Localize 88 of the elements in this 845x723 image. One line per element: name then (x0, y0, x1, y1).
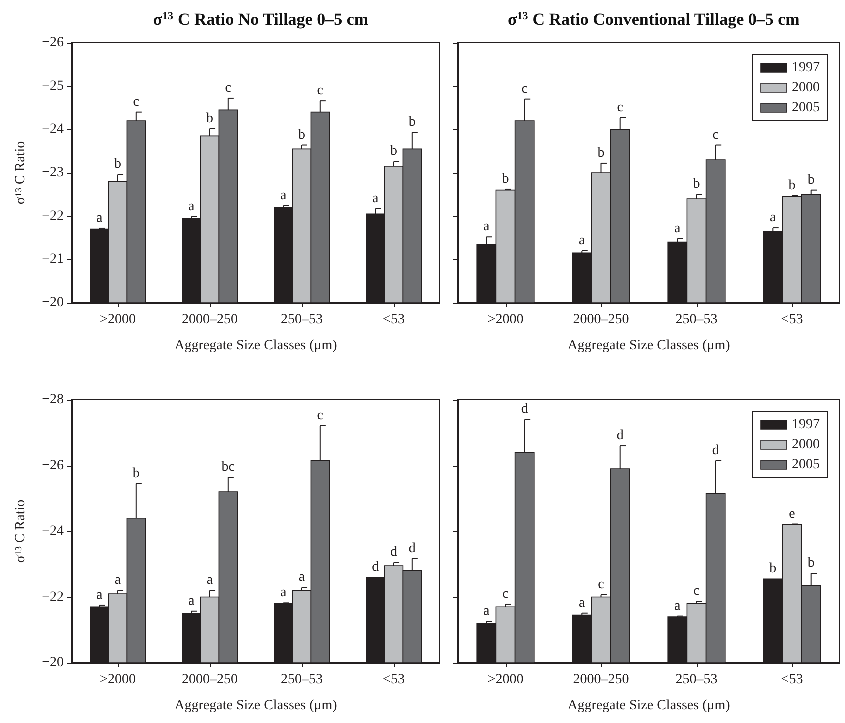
data-label: c (502, 586, 509, 602)
data-label: d (372, 560, 380, 576)
y-tick-label: −20 (42, 656, 64, 670)
x-tick-label: >2000 (488, 312, 524, 328)
data-label: a (579, 234, 586, 248)
data-label: b (808, 556, 815, 572)
y-tick-label: −25 (42, 78, 64, 94)
data-label: b (206, 111, 214, 126)
data-label: a (484, 604, 491, 620)
legend-label: 2005 (792, 458, 820, 472)
x-tick-label: 250–53 (281, 312, 323, 328)
data-label: a (298, 570, 306, 586)
data-label: a (579, 596, 586, 611)
data-label: bc (222, 460, 236, 476)
y-tick-label: −24 (42, 122, 64, 138)
data-label: a (188, 199, 196, 214)
data-label: a (372, 191, 380, 206)
y-tick-label: −20 (42, 296, 64, 310)
data-label: d (616, 428, 624, 444)
data-label: b (132, 466, 140, 482)
y-tick-label: −26 (42, 458, 64, 474)
data-label: c (317, 84, 324, 99)
x-tick-label: 2000–250 (182, 312, 238, 328)
y-tick-label: −23 (42, 166, 64, 180)
data-label: a (96, 210, 104, 226)
x-tick-label: >2000 (100, 312, 136, 328)
legend-label: 2005 (792, 100, 820, 116)
data-label: b (598, 146, 605, 161)
data-label: c (598, 577, 604, 592)
y-tick-label: −21 (42, 252, 64, 268)
data-label: b (114, 157, 122, 172)
x-tick-label: <53 (383, 672, 405, 688)
x-tick-label: 250–53 (676, 312, 718, 328)
x-axis-title: Aggregate Size Classes (μm) (174, 338, 338, 354)
x-tick-label: 2000–250 (182, 672, 238, 688)
x-tick-label: >2000 (100, 672, 136, 688)
data-label: a (206, 573, 214, 588)
x-tick-label: 250–53 (281, 672, 323, 688)
data-label: d (390, 545, 398, 560)
x-tick-label: <53 (781, 312, 804, 328)
y-axis-title: σ13 C Ratio (14, 500, 28, 564)
x-axis-title: Aggregate Size Classes (μm) (568, 698, 731, 714)
data-label: a (674, 598, 682, 614)
x-tick-label: 2000–250 (573, 312, 630, 328)
data-label: b (770, 562, 777, 577)
data-label: c (617, 100, 624, 116)
x-tick-label: <53 (781, 672, 804, 688)
data-label: a (280, 188, 288, 204)
data-label: b (808, 172, 815, 188)
y-tick-label: −26 (42, 36, 64, 50)
legend-label: 2000 (792, 80, 820, 96)
data-label: d (712, 443, 720, 458)
x-tick-label: 2000–250 (573, 672, 630, 688)
data-label: e (789, 506, 796, 522)
y-tick-label: −22 (42, 590, 64, 605)
legend-label: 1997 (792, 418, 820, 432)
data-label: a (188, 594, 196, 609)
legend-label: 1997 (792, 60, 820, 76)
x-tick-label: <53 (383, 312, 405, 328)
y-axis-title: σ13 C Ratio (14, 141, 28, 205)
x-axis-title: Aggregate Size Classes (μm) (174, 698, 338, 714)
data-label: b (298, 128, 306, 143)
data-label: a (280, 586, 288, 601)
data-label: b (788, 178, 796, 194)
legend-label: 2000 (792, 438, 820, 452)
data-label: c (712, 128, 719, 143)
data-label: d (521, 402, 528, 418)
data-label: b (408, 115, 416, 130)
data-label: c (317, 408, 324, 424)
data-label: a (484, 220, 491, 235)
data-label: c (133, 94, 140, 110)
data-label: b (390, 144, 398, 160)
data-label: a (114, 573, 122, 588)
data-label: c (522, 82, 528, 97)
y-tick-label: −28 (42, 392, 64, 408)
y-tick-label: −24 (42, 524, 64, 539)
data-label: a (674, 221, 682, 236)
data-label: a (770, 210, 778, 226)
data-label: c (694, 584, 700, 600)
data-label: b (502, 172, 510, 187)
data-label: b (693, 177, 700, 192)
data-label: d (408, 541, 416, 556)
data-label: a (96, 588, 104, 603)
x-axis-title: Aggregate Size Classes (μm) (568, 338, 731, 354)
x-tick-label: >2000 (488, 672, 524, 688)
x-tick-label: 250–53 (676, 672, 718, 688)
y-tick-label: −22 (42, 208, 64, 224)
data-label: c (225, 80, 232, 96)
